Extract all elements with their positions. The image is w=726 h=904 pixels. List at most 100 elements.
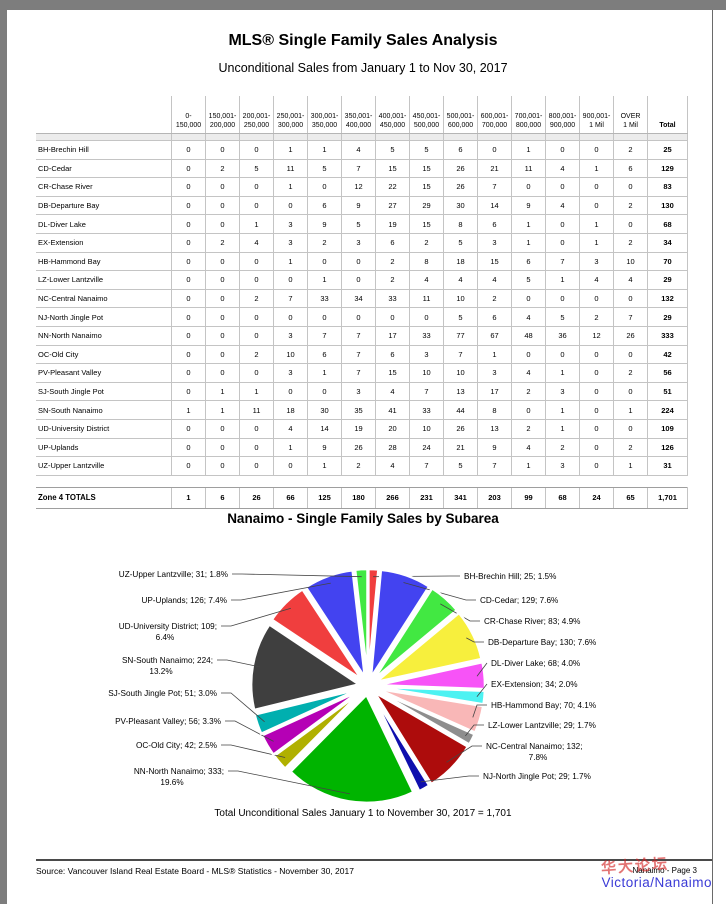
table-cell: 1 [579,159,614,179]
leader-line-ud-university-district [221,607,292,627]
table-cell: 2 [239,289,274,309]
table-row: SN-South Nanaimo 1 1 11 18 30 35 41 33 44 8 0 1 0 1 224 [36,400,688,420]
table-cell: 0 [171,382,206,402]
table-cell: 4 [273,419,308,439]
table-cell: 6 [375,345,410,365]
table-row: LZ-Lower Lantzville 0 0 0 0 1 0 2 4 4 4 5 1 4 4 29 [36,270,688,290]
table-cell: 4 [375,382,410,402]
table-cell: 2 [239,345,274,365]
totals-cell: 180 [341,486,376,509]
row-label: NJ-North Jingle Pot [36,307,172,327]
table-cell: 3 [545,382,580,402]
table-cell: 15 [409,159,444,179]
table-cell: 0 [579,363,614,383]
table-cell: 0 [205,307,240,327]
table-cell: 5 [443,456,478,476]
table-cell: 5 [341,214,376,234]
table-cell: 0 [613,382,648,402]
table-cell: 10 [443,289,478,309]
table-cell: 0 [307,382,342,402]
table-cell: 0 [171,233,206,253]
table-cell: 0 [205,345,240,365]
row-total-cell: 29 [647,270,688,290]
table-cell: 0 [613,345,648,365]
totals-cell: 6 [205,486,240,509]
table-cell: 0 [239,326,274,346]
pie-label-bh-brechin-hill: BH-Brechin Hill; 25; 1.5% [464,572,556,581]
table-header-row: 0- 150,000 150,001- 200,000 200,001- 250,000 2… [36,96,688,134]
table-cell: 10 [443,363,478,383]
row-label: SJ-South Jingle Pot [36,382,172,402]
table-cell: 14 [307,419,342,439]
page-top-border [0,0,726,10]
table-cell: 10 [613,252,648,272]
table-cell: 2 [409,233,444,253]
table-cell: 0 [171,289,206,309]
table-cell: 0 [307,252,342,272]
table-cell: 4 [239,233,274,253]
table-cell: 7 [613,307,648,327]
table-cell: 18 [443,252,478,272]
table-cell: 2 [205,233,240,253]
leader-line-up-uplands [231,582,331,601]
table-cell: 0 [545,345,580,365]
pie-slice-uz-upper-lantzville [353,567,369,678]
table-cell: 34 [341,289,376,309]
table-cell: 0 [205,289,240,309]
table-cell: 0 [579,419,614,439]
table-cell: 0 [307,177,342,197]
table-cell: 0 [273,382,308,402]
pie-label-cd-cedar: CD-Cedar; 129; 7.6% [480,596,558,605]
pie-label-cr-chase-river: CR-Chase River; 83; 4.9% [484,617,580,626]
table-cell: 0 [613,214,648,234]
table-cell: 1 [545,270,580,290]
table-cell: 0 [545,177,580,197]
table-cell: 1 [205,382,240,402]
table-cell: 7 [477,456,512,476]
table-cell: 0 [273,456,308,476]
table-cell: 0 [239,456,274,476]
table-cell: 0 [273,307,308,327]
table-cell: 3 [579,252,614,272]
col-header: 600,001- 700,000 [477,96,512,134]
table-cell: 0 [239,177,274,197]
table-cell: 1 [545,363,580,383]
page-right-border [712,10,713,904]
table-cell: 19 [375,214,410,234]
table-cell: 7 [341,345,376,365]
table-cell: 6 [307,345,342,365]
table-cell: 3 [409,345,444,365]
table-cell: 6 [511,252,546,272]
table-row: CR-Chase River 0 0 0 1 0 12 22 15 26 7 0 0 0 0 83 [36,177,688,197]
row-total-cell: 42 [647,345,688,365]
table-row: OC-Old City 0 0 2 10 6 7 6 3 7 1 0 0 0 0 42 [36,345,688,365]
table-cell: 30 [443,196,478,216]
col-header: 300,001- 350,000 [307,96,342,134]
table-cell: 1 [511,140,546,160]
leader-line-cr-chase-river [440,603,480,622]
table-cell: 2 [613,140,648,160]
pie-label-lz-lower-lantzville: LZ-Lower Lantzville; 29; 1.7% [488,721,596,730]
col-header: 500,001- 600,000 [443,96,478,134]
table-cell: 67 [477,326,512,346]
table-cell: 2 [545,438,580,458]
table-cell: 0 [273,270,308,290]
table-cell: 2 [341,456,376,476]
col-header: OVER 1 Mil [613,96,648,134]
table-cell: 0 [171,307,206,327]
leader-line-db-departure-bay [466,637,484,643]
row-total-cell: 109 [647,419,688,439]
table-cell: 13 [443,382,478,402]
col-header: 250,001- 300,000 [273,96,308,134]
table-cell: 1 [307,363,342,383]
pie-slice-dl-diver-lake [376,660,487,691]
pie-label-hb-hammond-bay: HB-Hammond Bay; 70; 4.1% [491,701,596,710]
table-cell: 4 [545,196,580,216]
table-cell: 7 [273,289,308,309]
col-header: 0- 150,000 [171,96,206,134]
pie-slice-lz-lower-lantzville [375,688,477,747]
table-cell: 0 [579,345,614,365]
table-cell: 1 [273,438,308,458]
pie-label-pv-pleasant-valley: PV-Pleasant Valley; 56; 3.3% [115,717,221,726]
table-cell: 2 [205,159,240,179]
